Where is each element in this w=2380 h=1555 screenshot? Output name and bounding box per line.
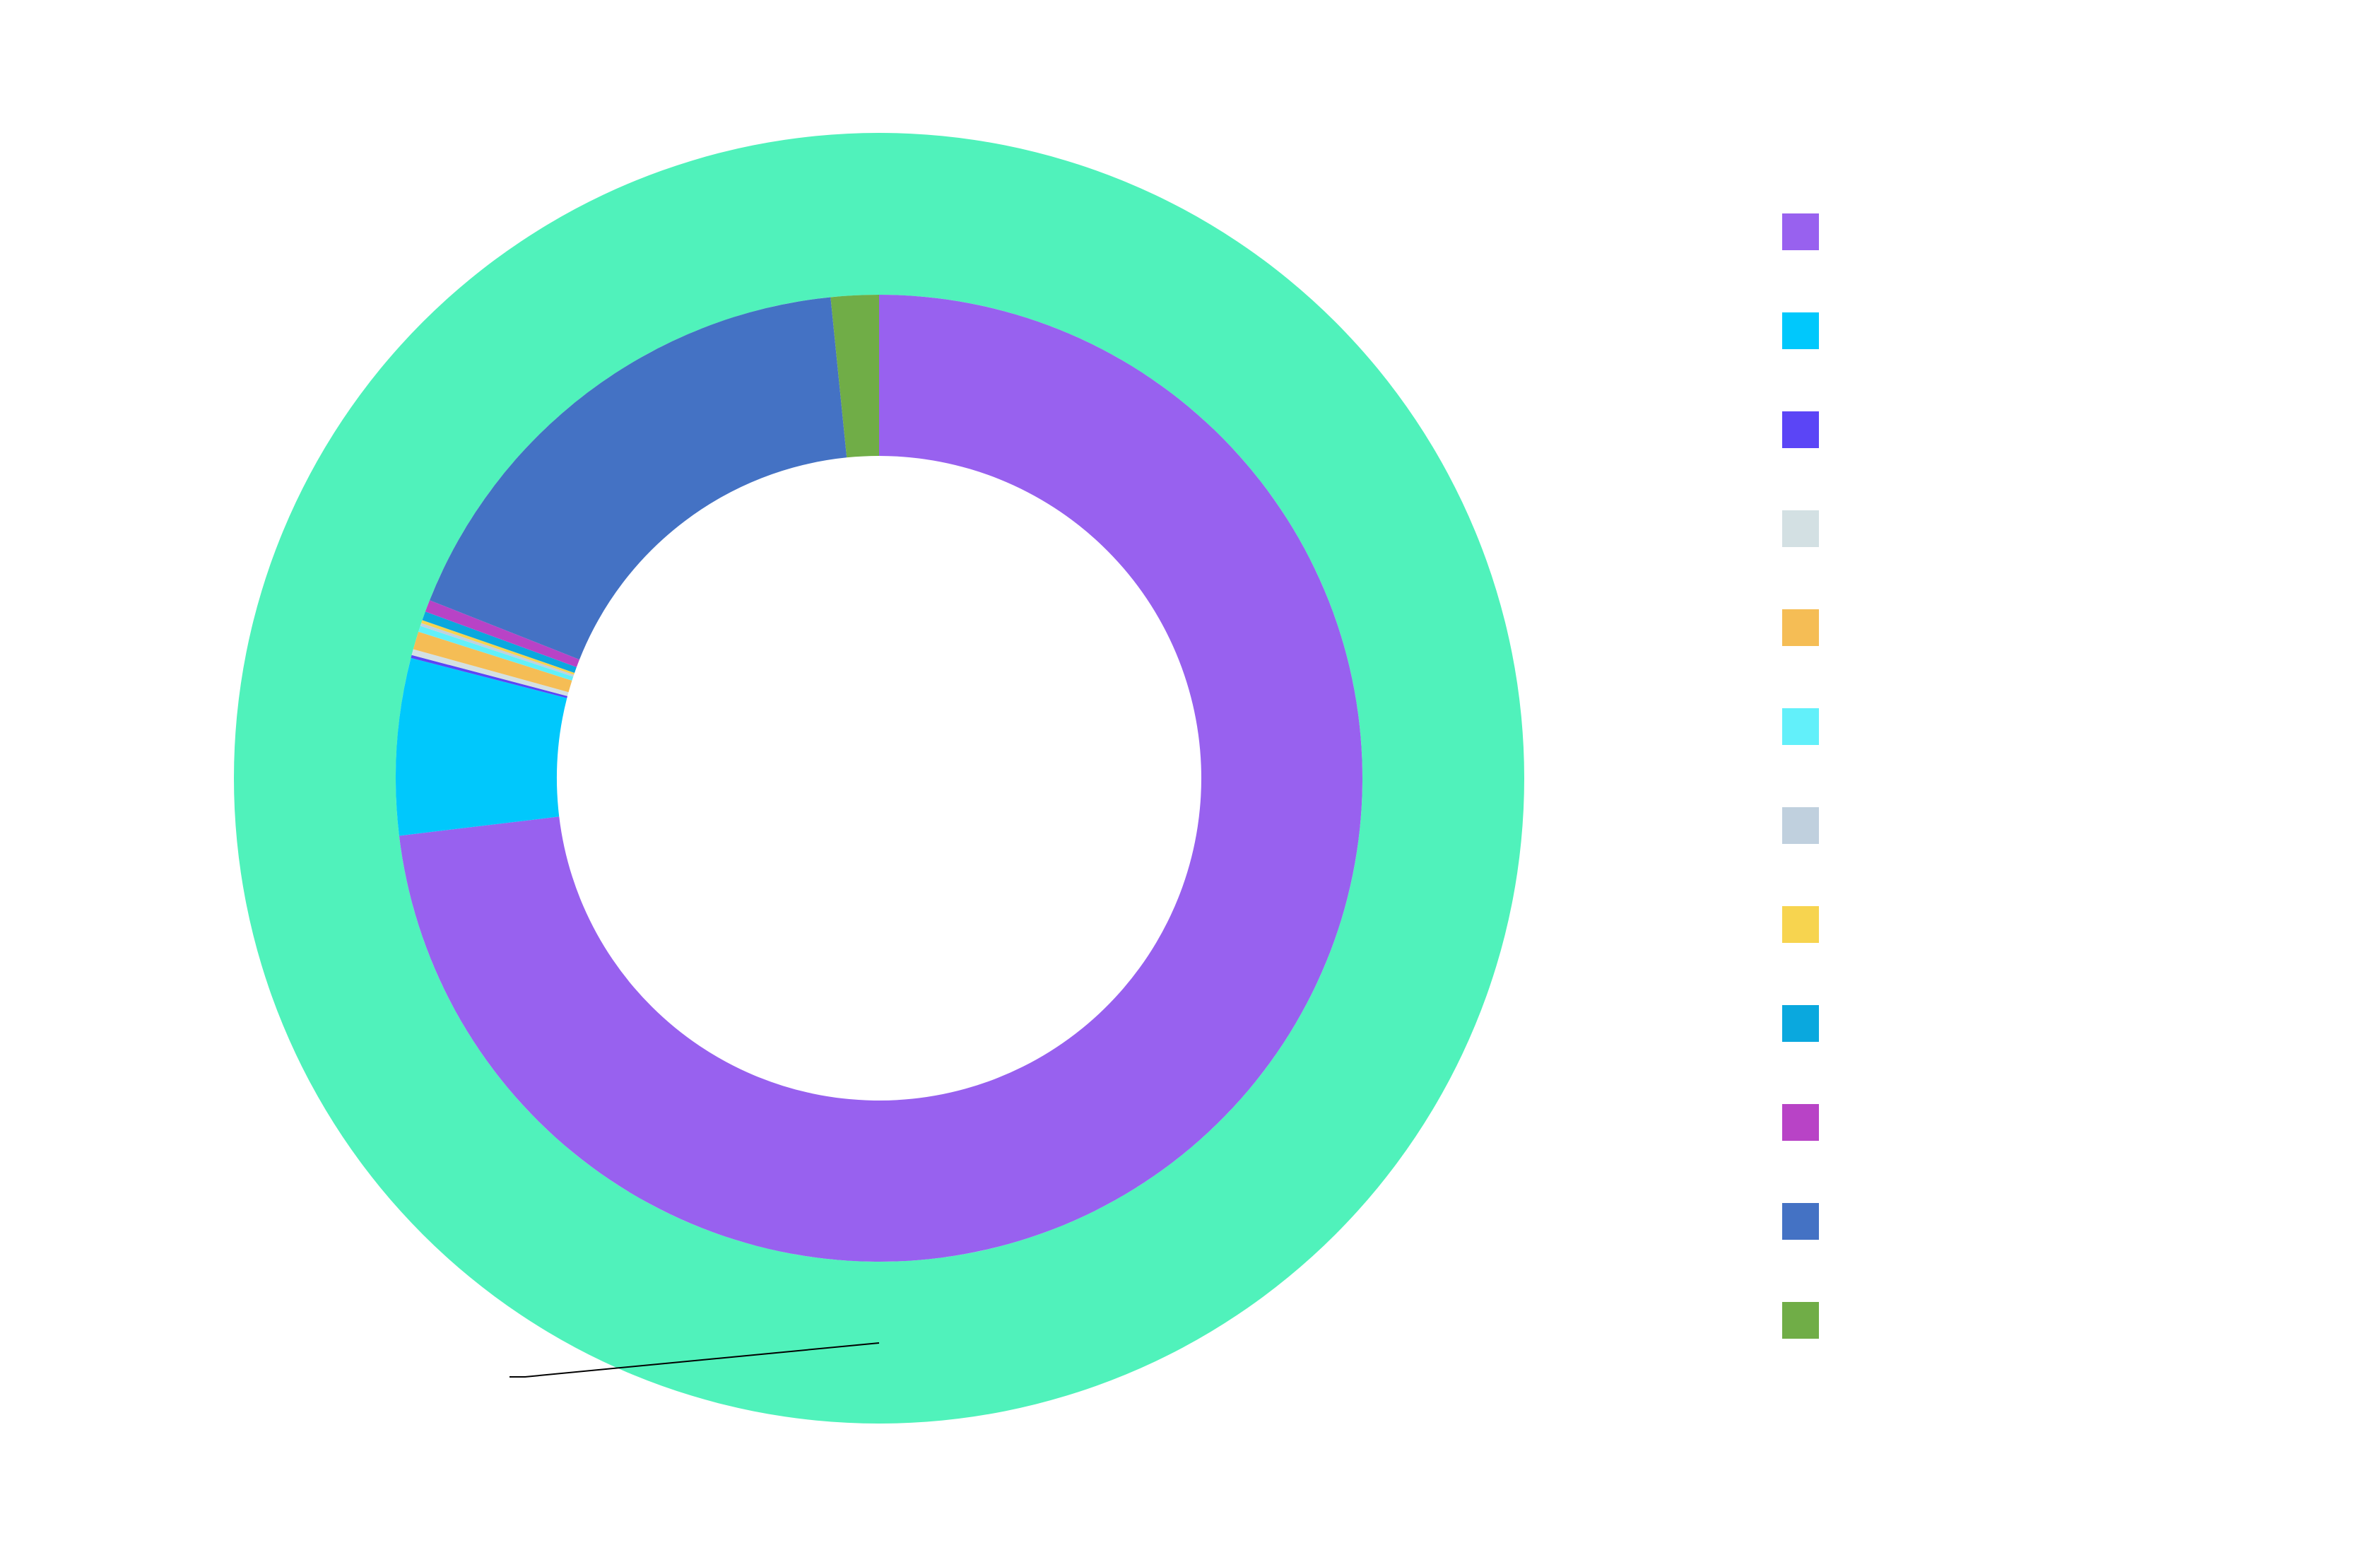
legend-swatch <box>1782 906 1819 943</box>
donut-segment <box>396 657 567 836</box>
donut-segment <box>418 626 574 681</box>
legend-swatch <box>1782 1302 1819 1339</box>
leader-line <box>509 1342 880 1378</box>
legend-swatch <box>1782 213 1819 250</box>
legend <box>1782 213 1819 1339</box>
donut-segment <box>421 620 575 675</box>
legend-swatch <box>1782 708 1819 745</box>
donut-segment <box>422 611 577 673</box>
legend-swatch <box>1782 510 1819 547</box>
legend-swatch <box>1782 609 1819 646</box>
donut-segment <box>411 655 568 698</box>
legend-swatch <box>1782 1203 1819 1240</box>
donut <box>234 133 1524 1424</box>
donut-segment <box>411 649 569 696</box>
donut-segment <box>420 623 575 677</box>
legend-swatch <box>1782 411 1819 448</box>
legend-swatch <box>1782 1104 1819 1141</box>
donut-segment <box>830 295 879 458</box>
donut-segment <box>399 295 1362 1262</box>
legend-swatch <box>1782 807 1819 844</box>
donut-segment <box>413 631 572 693</box>
legend-swatch <box>1782 312 1819 349</box>
legend-swatch <box>1782 1005 1819 1042</box>
donut-segment <box>425 600 580 667</box>
donut-segment <box>430 297 847 660</box>
